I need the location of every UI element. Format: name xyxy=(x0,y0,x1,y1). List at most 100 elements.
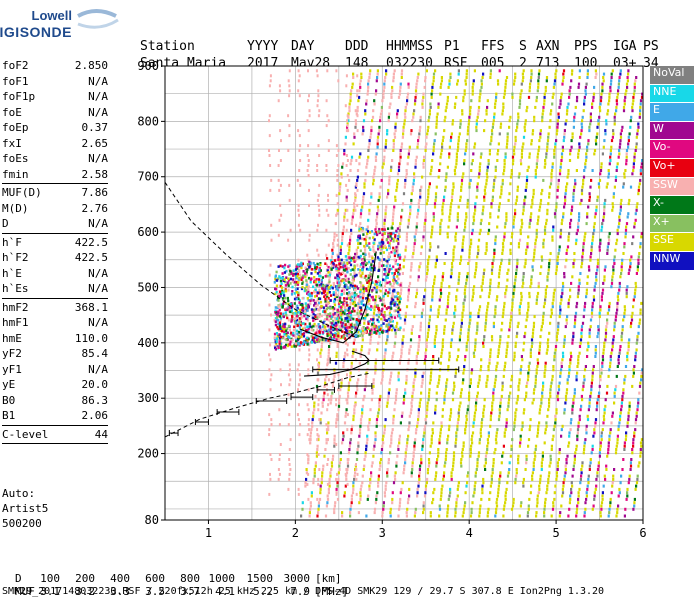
echo-dot xyxy=(605,468,607,471)
echo-dot xyxy=(339,395,341,398)
echo-dot xyxy=(584,235,586,238)
echo-dot xyxy=(299,74,301,77)
echo-dot xyxy=(630,468,632,471)
echo-dot xyxy=(410,132,412,135)
echo-dot xyxy=(534,106,536,109)
echo-dot xyxy=(398,378,400,381)
echo-dot xyxy=(405,448,407,451)
echo-dot xyxy=(510,315,512,318)
echo-dot xyxy=(431,89,433,92)
echo-dot xyxy=(357,99,359,102)
echo-dot xyxy=(337,478,339,481)
echo-dot xyxy=(510,378,512,381)
echo-dot xyxy=(524,129,526,132)
echo-dot xyxy=(441,212,443,215)
echo-dot xyxy=(462,239,464,242)
echo-dot xyxy=(318,501,320,504)
echo-dot xyxy=(364,388,366,391)
echo-dot xyxy=(555,418,557,421)
echo-dot xyxy=(411,465,413,468)
echo-dot xyxy=(538,282,540,285)
echo-dot xyxy=(511,169,513,172)
echo-dot xyxy=(318,144,320,147)
echo-dot xyxy=(450,475,452,478)
echo-dot xyxy=(604,265,606,268)
echo-dot xyxy=(501,186,503,189)
echo-dot xyxy=(568,235,570,238)
echo-dot xyxy=(523,69,525,72)
echo-dot xyxy=(557,332,559,335)
echo-dot xyxy=(318,468,320,471)
echo-dot xyxy=(428,119,430,122)
echo-dot xyxy=(361,238,363,241)
echo-dot xyxy=(422,511,424,514)
echo-dot xyxy=(436,328,438,331)
echo-dot xyxy=(575,312,577,315)
echo-dot xyxy=(605,123,607,126)
echo-dot xyxy=(278,468,280,471)
echo-dot xyxy=(582,388,584,391)
echo-dot xyxy=(562,216,564,219)
echo-dot xyxy=(355,109,357,112)
echo-dot xyxy=(378,402,380,405)
echo-dot xyxy=(518,176,520,179)
echo-dot xyxy=(575,106,577,109)
echo-dot xyxy=(466,348,468,351)
echo-dot xyxy=(522,282,524,285)
echo-dot xyxy=(576,372,578,375)
echo-dot xyxy=(619,142,621,145)
echo-dot xyxy=(429,319,431,322)
echo-dot xyxy=(394,132,396,135)
echo-dot xyxy=(308,418,310,421)
echo-dot xyxy=(552,438,554,441)
echo-dot xyxy=(399,501,401,504)
echo-dot xyxy=(445,179,447,182)
echo-dot xyxy=(471,162,473,165)
echo-dot xyxy=(446,448,448,451)
echo-dot xyxy=(438,378,440,381)
echo-dot xyxy=(513,498,515,501)
echo-dot xyxy=(360,76,362,79)
echo-dot xyxy=(346,154,348,157)
echo-dot xyxy=(396,388,398,391)
echo-dot xyxy=(533,461,535,464)
echo-dot xyxy=(585,152,587,155)
echo-dot xyxy=(593,86,595,89)
echo-dot xyxy=(289,448,291,451)
echo-dot xyxy=(426,132,428,135)
echo-dot xyxy=(400,216,402,219)
echo-dot xyxy=(551,515,553,518)
echo-dot xyxy=(396,182,398,185)
echo-dot xyxy=(331,249,333,252)
echo-dot xyxy=(366,99,368,102)
echo-dot xyxy=(616,166,618,169)
echo-dot xyxy=(465,146,467,149)
echo-dot xyxy=(420,398,422,401)
echo-dot xyxy=(423,302,425,305)
echo-dot xyxy=(602,498,604,501)
echo-dot xyxy=(517,461,519,464)
echo-dot xyxy=(475,126,477,129)
echo-dot xyxy=(441,485,443,488)
echo-dot xyxy=(372,116,374,119)
echo-dot xyxy=(385,146,387,149)
echo-dot xyxy=(505,491,507,494)
echo-dot xyxy=(412,186,414,189)
echo-dot xyxy=(560,368,562,371)
echo-dot xyxy=(486,176,488,179)
echo-dot xyxy=(457,418,459,421)
echo-dot xyxy=(626,295,628,298)
echo-dot xyxy=(434,335,436,338)
echo-dot xyxy=(602,358,604,361)
echo-dot xyxy=(412,325,414,328)
echo-dot xyxy=(630,325,632,328)
echo-dot xyxy=(458,73,460,76)
echo-dot xyxy=(400,292,402,295)
echo-dot xyxy=(475,398,477,401)
echo-dot xyxy=(635,219,637,222)
echo-dot xyxy=(588,129,590,132)
echo-dot xyxy=(600,515,602,518)
echo-dot xyxy=(616,103,618,106)
echo-dot xyxy=(516,269,518,272)
echo-dot xyxy=(597,259,599,262)
